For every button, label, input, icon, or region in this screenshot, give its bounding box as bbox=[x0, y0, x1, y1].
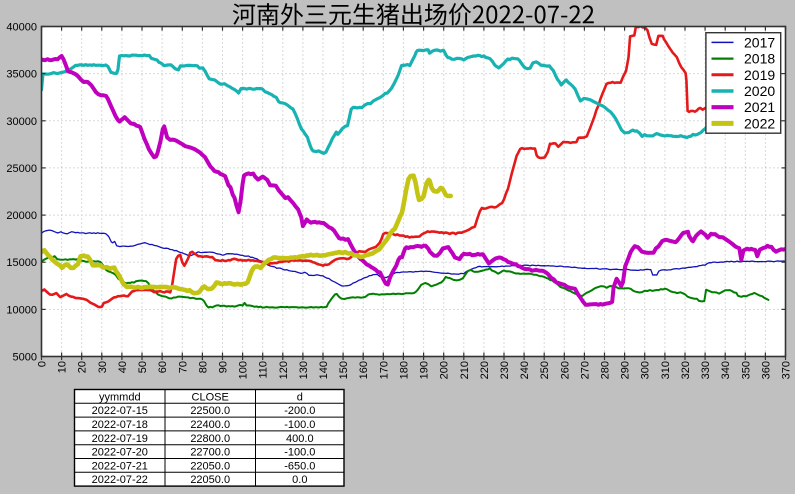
svg-text:200: 200 bbox=[439, 361, 451, 379]
svg-text:40000: 40000 bbox=[6, 22, 37, 34]
svg-text:120: 120 bbox=[278, 361, 290, 379]
svg-text:10: 10 bbox=[57, 361, 69, 373]
svg-text:10000: 10000 bbox=[6, 304, 37, 316]
svg-text:2021: 2021 bbox=[744, 99, 775, 115]
svg-text:400.0: 400.0 bbox=[286, 433, 314, 445]
svg-text:60: 60 bbox=[157, 361, 169, 373]
svg-text:40: 40 bbox=[117, 361, 129, 373]
svg-text:0.0: 0.0 bbox=[292, 474, 307, 486]
svg-text:20000: 20000 bbox=[6, 210, 37, 222]
svg-text:130: 130 bbox=[298, 361, 310, 379]
svg-text:80: 80 bbox=[197, 361, 209, 373]
svg-text:150: 150 bbox=[338, 361, 350, 379]
svg-text:280: 280 bbox=[600, 361, 612, 379]
svg-text:25000: 25000 bbox=[6, 163, 37, 175]
svg-text:160: 160 bbox=[358, 361, 370, 379]
svg-text:2020: 2020 bbox=[744, 83, 775, 99]
svg-text:CLOSE: CLOSE bbox=[192, 391, 229, 403]
svg-text:140: 140 bbox=[318, 361, 330, 379]
svg-text:2018: 2018 bbox=[744, 51, 775, 67]
svg-text:30000: 30000 bbox=[6, 116, 37, 128]
svg-text:22400.0: 22400.0 bbox=[190, 419, 230, 431]
svg-text:210: 210 bbox=[459, 361, 471, 379]
svg-text:2022-07-22: 2022-07-22 bbox=[92, 474, 148, 486]
svg-text:22050.0: 22050.0 bbox=[190, 460, 230, 472]
svg-text:2019: 2019 bbox=[744, 67, 775, 83]
svg-text:-650.0: -650.0 bbox=[284, 460, 315, 472]
svg-text:2022-07-21: 2022-07-21 bbox=[92, 460, 148, 472]
svg-text:170: 170 bbox=[378, 361, 390, 379]
svg-text:230: 230 bbox=[499, 361, 511, 379]
svg-text:-200.0: -200.0 bbox=[284, 405, 315, 417]
svg-text:2022-07-20: 2022-07-20 bbox=[92, 447, 148, 459]
svg-text:-100.0: -100.0 bbox=[284, 447, 315, 459]
svg-text:30: 30 bbox=[97, 361, 109, 373]
svg-text:180: 180 bbox=[398, 361, 410, 379]
svg-text:90: 90 bbox=[218, 361, 230, 373]
svg-text:2022-07-18: 2022-07-18 bbox=[92, 419, 148, 431]
svg-text:370: 370 bbox=[781, 361, 793, 379]
svg-text:340: 340 bbox=[720, 361, 732, 379]
svg-text:190: 190 bbox=[419, 361, 431, 379]
svg-text:70: 70 bbox=[177, 361, 189, 373]
svg-text:15000: 15000 bbox=[6, 257, 37, 269]
svg-text:270: 270 bbox=[579, 361, 591, 379]
svg-text:2022: 2022 bbox=[744, 115, 775, 131]
svg-text:22800.0: 22800.0 bbox=[190, 433, 230, 445]
svg-text:d: d bbox=[297, 391, 303, 403]
svg-text:5000: 5000 bbox=[13, 352, 37, 364]
svg-text:260: 260 bbox=[559, 361, 571, 379]
svg-text:360: 360 bbox=[760, 361, 772, 379]
svg-text:220: 220 bbox=[479, 361, 491, 379]
svg-text:110: 110 bbox=[258, 361, 270, 379]
svg-text:250: 250 bbox=[539, 361, 551, 379]
svg-text:20: 20 bbox=[77, 361, 89, 373]
svg-text:50: 50 bbox=[137, 361, 149, 373]
svg-text:22700.0: 22700.0 bbox=[190, 447, 230, 459]
svg-text:330: 330 bbox=[700, 361, 712, 379]
svg-text:300: 300 bbox=[640, 361, 652, 379]
svg-text:35000: 35000 bbox=[6, 69, 37, 81]
svg-text:290: 290 bbox=[620, 361, 632, 379]
svg-text:yymmdd: yymmdd bbox=[99, 391, 141, 403]
svg-text:310: 310 bbox=[660, 361, 672, 379]
svg-text:350: 350 bbox=[740, 361, 752, 379]
svg-text:22500.0: 22500.0 bbox=[190, 405, 230, 417]
svg-text:320: 320 bbox=[680, 361, 692, 379]
svg-text:2017: 2017 bbox=[744, 34, 775, 50]
svg-text:0: 0 bbox=[37, 361, 49, 367]
svg-text:240: 240 bbox=[519, 361, 531, 379]
svg-text:100: 100 bbox=[238, 361, 250, 379]
svg-text:2022-07-15: 2022-07-15 bbox=[92, 405, 148, 417]
svg-text:22050.0: 22050.0 bbox=[190, 474, 230, 486]
svg-text:-100.0: -100.0 bbox=[284, 419, 315, 431]
svg-text:2022-07-19: 2022-07-19 bbox=[92, 433, 148, 445]
